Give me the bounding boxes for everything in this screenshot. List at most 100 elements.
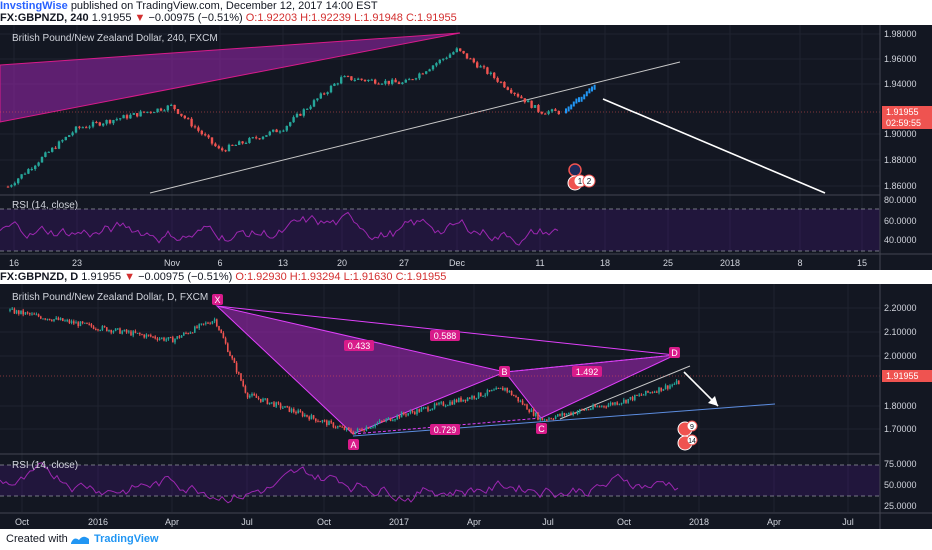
chart2-candle bbox=[165, 339, 167, 341]
chart2-time-axis[interactable]: Oct 2016 Apr Jul Oct 2017 Apr Jul Oct 2018 Apr Jul bbox=[15, 517, 854, 527]
chart2-candle bbox=[458, 397, 460, 403]
chart1-candle bbox=[34, 165, 37, 169]
chart2-candle bbox=[671, 384, 673, 386]
chart2-candle bbox=[557, 414, 559, 417]
chart2-candle bbox=[447, 405, 449, 407]
chart2-candle bbox=[73, 321, 75, 324]
chart1-time-axis[interactable]: 16 23 Nov 6 13 20 27 Dec 11 18 25 2018 8 15 bbox=[9, 258, 867, 268]
chart1-candle bbox=[231, 144, 234, 146]
chart2-candle bbox=[392, 420, 394, 422]
chart2-support-line[interactable] bbox=[352, 403, 776, 437]
chart2-candle bbox=[134, 331, 137, 333]
chart1-candle bbox=[455, 48, 458, 53]
chart1-time-label: 27 bbox=[399, 258, 409, 268]
author-link[interactable]: InvstingWise bbox=[0, 0, 68, 12]
chart1-candle bbox=[360, 78, 363, 80]
arrow-head-icon bbox=[708, 396, 718, 406]
chart2-candle bbox=[282, 407, 284, 409]
chart1-candle bbox=[78, 126, 81, 128]
event-badge[interactable] bbox=[582, 174, 596, 188]
chart1-time-label: Dec bbox=[449, 258, 466, 268]
chart2-candle bbox=[13, 308, 16, 314]
chart2-candle bbox=[592, 405, 594, 409]
chart2-candle bbox=[299, 410, 302, 413]
chart2-candle bbox=[425, 407, 427, 409]
ratio-box bbox=[344, 340, 374, 351]
chart2-candle bbox=[521, 400, 524, 405]
chart1-trendline[interactable] bbox=[149, 61, 681, 194]
chart2-candle bbox=[596, 406, 599, 408]
chart1-last-price: 1.91955 bbox=[91, 12, 132, 24]
chart2-price-axis[interactable] bbox=[880, 284, 932, 529]
chart2-candle bbox=[216, 319, 218, 327]
chart1-candle bbox=[112, 120, 115, 124]
chart1-candle bbox=[27, 169, 30, 174]
chart2-candle bbox=[354, 431, 357, 435]
chart2-candle bbox=[631, 396, 634, 401]
chart1-pattern-shape bbox=[0, 32, 461, 123]
chart2-candle bbox=[656, 391, 658, 393]
chart2-candle bbox=[574, 412, 577, 414]
chart1-candle bbox=[156, 108, 159, 113]
chart1-price-axis[interactable] bbox=[880, 25, 932, 270]
chart1-candle bbox=[210, 137, 214, 144]
event-flag-icon[interactable] bbox=[568, 163, 582, 177]
chart2-canvas[interactable]: X A B C D 0.433 0.588 1.492 0.729 9 14 B… bbox=[0, 284, 932, 529]
chart2-time-label: Apr bbox=[165, 517, 179, 527]
chart1-candle bbox=[200, 130, 203, 135]
chart1-price-tag bbox=[882, 106, 932, 118]
footer-brand[interactable]: TradingView bbox=[94, 533, 159, 545]
chart1-candle bbox=[306, 108, 309, 110]
chart2-candle bbox=[345, 427, 348, 430]
chart1-panel[interactable]: 1 2 British Pound/New Zealand Dollar, 24… bbox=[0, 25, 932, 270]
chart2-candle bbox=[614, 402, 616, 405]
chart1-candle bbox=[363, 79, 367, 81]
chart2-candle bbox=[64, 320, 66, 322]
chart1-candle bbox=[336, 83, 339, 85]
event-badge[interactable] bbox=[686, 434, 698, 446]
chart2-candle bbox=[235, 362, 238, 373]
chart1-projection-bar bbox=[593, 84, 596, 90]
chart2-price-label: 1.70000 bbox=[884, 424, 917, 434]
chart1-canvas[interactable]: 1 2 British Pound/New Zealand Dollar, 24… bbox=[0, 25, 932, 270]
chart1-target-arrow[interactable] bbox=[602, 98, 826, 194]
chart2-candle bbox=[189, 332, 192, 334]
chart2-candle bbox=[480, 392, 482, 397]
chart2-event-badges[interactable]: 9 14 bbox=[677, 420, 698, 451]
chart2-candle bbox=[469, 397, 471, 399]
chart2-candle bbox=[651, 392, 654, 394]
chart1-candle bbox=[142, 111, 146, 113]
event-badge[interactable] bbox=[686, 420, 698, 432]
chart1-candle bbox=[64, 136, 67, 141]
chart1-price-tag-text: 1.91955 bbox=[886, 107, 919, 117]
chart2-candle bbox=[75, 322, 77, 324]
chart2-candle bbox=[653, 391, 656, 393]
chart1-title: British Pound/New Zealand Dollar, 240, F… bbox=[12, 33, 218, 44]
chart1-candle bbox=[170, 104, 173, 106]
chart1-projection-bar bbox=[567, 106, 570, 112]
chart2-candle bbox=[227, 343, 229, 352]
chart1-candle bbox=[180, 113, 183, 116]
chart2-candle bbox=[37, 314, 40, 317]
chart2-panel[interactable]: X A B C D 0.433 0.588 1.492 0.729 9 14 B… bbox=[0, 284, 932, 529]
chart1-candle bbox=[30, 168, 33, 170]
ratio-label: 0.729 bbox=[434, 425, 457, 435]
chart1-change: −0.00975 (−0.51%) bbox=[148, 12, 243, 24]
chart2-candle bbox=[400, 412, 403, 418]
chart2-candle bbox=[616, 402, 618, 405]
chart2-candle bbox=[99, 330, 101, 332]
chart2-candle bbox=[524, 404, 526, 406]
chart2-title: British Pound/New Zealand Dollar, D, FXC… bbox=[12, 292, 208, 303]
chart1-candle bbox=[108, 120, 112, 124]
chart1-candle bbox=[479, 66, 482, 68]
chart2-candle bbox=[321, 420, 324, 422]
chart1-candle bbox=[333, 83, 336, 86]
chart2-candle bbox=[436, 403, 438, 405]
chart2-candle bbox=[40, 316, 42, 319]
chart1-candle bbox=[241, 141, 244, 144]
chart1-event-badges[interactable]: 1 2 bbox=[567, 163, 596, 191]
chart1-candle bbox=[6, 186, 10, 188]
chart2-candle bbox=[229, 351, 231, 356]
chart2-candle bbox=[460, 397, 462, 402]
chart2-candle bbox=[376, 422, 379, 425]
